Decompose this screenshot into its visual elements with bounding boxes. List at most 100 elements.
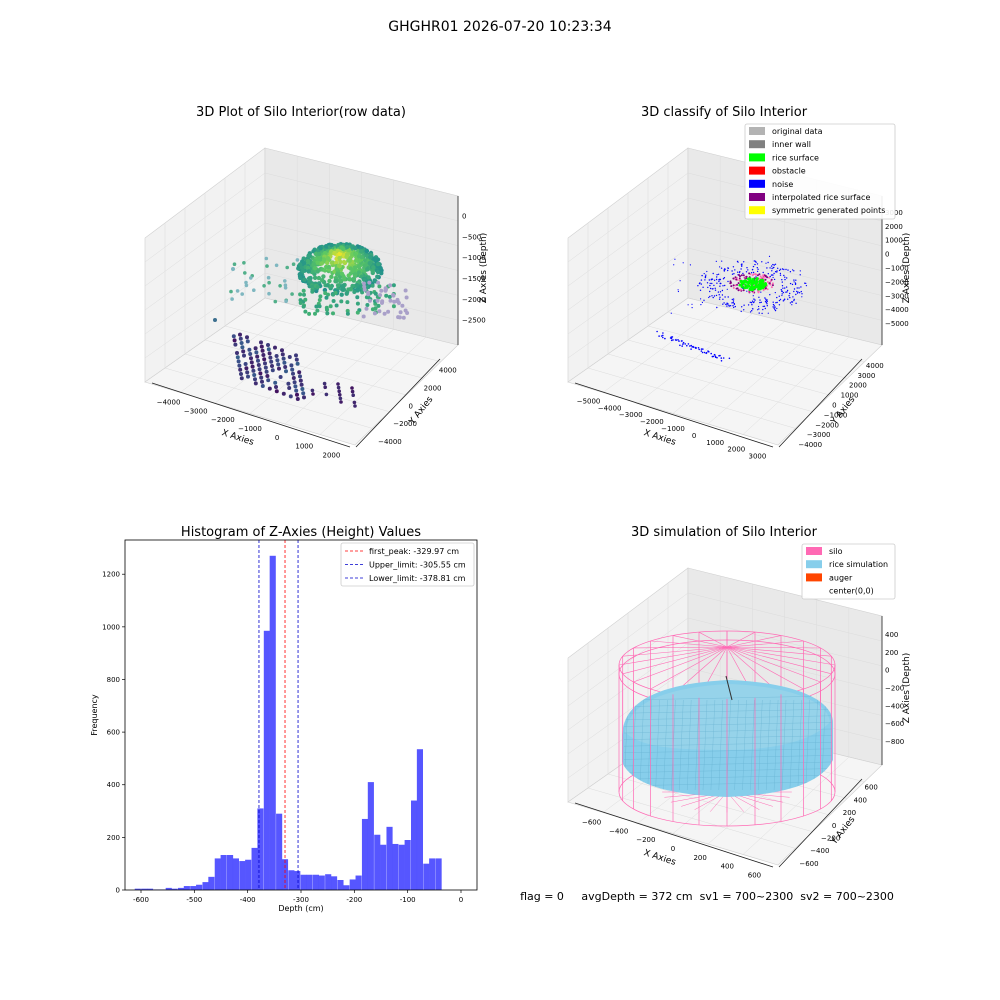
- raw-point: [332, 250, 337, 256]
- raw-point: [298, 374, 302, 379]
- classify-noise-point: [777, 267, 779, 269]
- raw-point: [380, 299, 385, 304]
- classify-interp-point: [742, 289, 745, 292]
- hist-y-ticks: 0 200 400 600 800 1000 1200: [102, 571, 125, 895]
- classify-noise-point: [704, 276, 707, 279]
- classify-noise-point: [682, 262, 684, 264]
- raw-point: [305, 259, 311, 264]
- classify-noise-point: [712, 296, 714, 299]
- classify-noise-point: [719, 291, 722, 293]
- cls-z-tick: 1000: [885, 237, 903, 245]
- classify-noise-point: [734, 269, 736, 271]
- raw-point: [335, 272, 340, 277]
- classify-noise-point: [732, 301, 734, 304]
- raw-point: [294, 353, 298, 358]
- sim-x-ticks: −600 −400 −200 0 200 400 600: [582, 818, 761, 879]
- raw-point: [265, 374, 270, 378]
- raw-point: [247, 347, 252, 352]
- raw-point: [339, 400, 343, 404]
- classify-noise-point: [737, 261, 739, 263]
- raw-point: [357, 258, 362, 263]
- classify-noise-point: [656, 330, 658, 333]
- hist-bar: [251, 847, 258, 890]
- sim-rice-mesh-line: [702, 699, 708, 791]
- raw-point: [336, 385, 341, 390]
- status-text: flag = 0 avgDepth = 372 cm sv1 = 700~230…: [520, 890, 894, 903]
- sim-rice-mesh-line: [623, 735, 833, 740]
- sim-z-tick: 400: [885, 631, 898, 639]
- raw-point: [325, 283, 330, 288]
- sim-legend-swatch: [806, 547, 822, 555]
- classify-noise-point: [791, 304, 793, 306]
- raw-point: [348, 266, 353, 271]
- classify-noise-point: [713, 295, 716, 297]
- classify-noise-point: [805, 285, 808, 287]
- raw-point: [329, 260, 335, 266]
- raw-point: [301, 268, 306, 274]
- classify-rice-point: [751, 285, 755, 289]
- raw-point: [384, 293, 389, 298]
- sim-z-tick: 0: [885, 667, 889, 675]
- raw-point: [312, 275, 318, 280]
- classify-noise-point: [733, 302, 735, 305]
- classify-noise-point: [701, 274, 703, 277]
- classify-noise-point: [774, 308, 776, 310]
- classify-noise-point: [747, 304, 750, 306]
- hist-bar: [177, 887, 185, 890]
- classify-noise-point: [712, 355, 715, 358]
- classify-noise-point: [799, 270, 801, 272]
- classify-noise-point: [781, 293, 783, 295]
- raw-z-tick: −1500: [462, 275, 486, 283]
- raw-point: [262, 284, 266, 288]
- hist-bar: [183, 886, 190, 890]
- raw-point: [345, 311, 350, 316]
- sim-rice-mesh-line: [663, 699, 668, 791]
- raw-x-tick: 2000: [323, 452, 341, 460]
- classify-noise-point: [699, 282, 701, 284]
- raw-point: [338, 393, 342, 397]
- classify-noise-point: [804, 282, 806, 284]
- classify-noise-point: [732, 298, 735, 300]
- raw-point: [263, 361, 267, 366]
- classify-rice-point: [764, 283, 767, 286]
- raw-point: [278, 284, 282, 288]
- classify-noise-point: [707, 286, 709, 289]
- raw-point: [319, 261, 324, 266]
- sim-rice-mesh-line: [789, 699, 795, 791]
- raw-point: [298, 378, 303, 383]
- raw-point: [310, 289, 315, 293]
- classify-noise-point: [721, 294, 724, 296]
- raw-point: [347, 258, 352, 263]
- cls-y-tick: −1000: [824, 411, 848, 419]
- classify-noise-point: [776, 296, 778, 299]
- classify-legend-label: obstacle: [772, 167, 806, 176]
- classify-noise-point: [709, 290, 711, 293]
- hist-bar: [214, 858, 221, 890]
- raw-point: [328, 304, 333, 309]
- raw-point: [317, 298, 322, 302]
- raw-point: [361, 281, 366, 286]
- raw-point: [264, 369, 269, 374]
- classify-noise-point: [690, 348, 692, 350]
- hist-x-tick: -100: [400, 896, 416, 904]
- hist-bar: [361, 818, 369, 890]
- raw-point: [270, 364, 274, 368]
- classify-noise-point: [784, 287, 786, 289]
- sim-z-tick: −400: [885, 702, 904, 710]
- raw-point: [404, 295, 409, 300]
- classify-noise-point: [773, 278, 776, 281]
- classify-interp-point: [737, 289, 740, 292]
- classify-noise-point: [677, 289, 679, 291]
- raw-point: [311, 262, 317, 267]
- sim-rice-mesh-line: [623, 755, 833, 760]
- classify-rice-point: [752, 277, 755, 281]
- sim-rice-mesh-line: [718, 699, 723, 791]
- classify-noise-point: [700, 350, 703, 352]
- raw-point: [356, 264, 361, 269]
- raw-point: [252, 373, 257, 377]
- raw-point: [383, 288, 388, 293]
- classify-noise-point: [767, 261, 769, 264]
- raw-point: [285, 265, 290, 270]
- raw-point: [237, 363, 242, 368]
